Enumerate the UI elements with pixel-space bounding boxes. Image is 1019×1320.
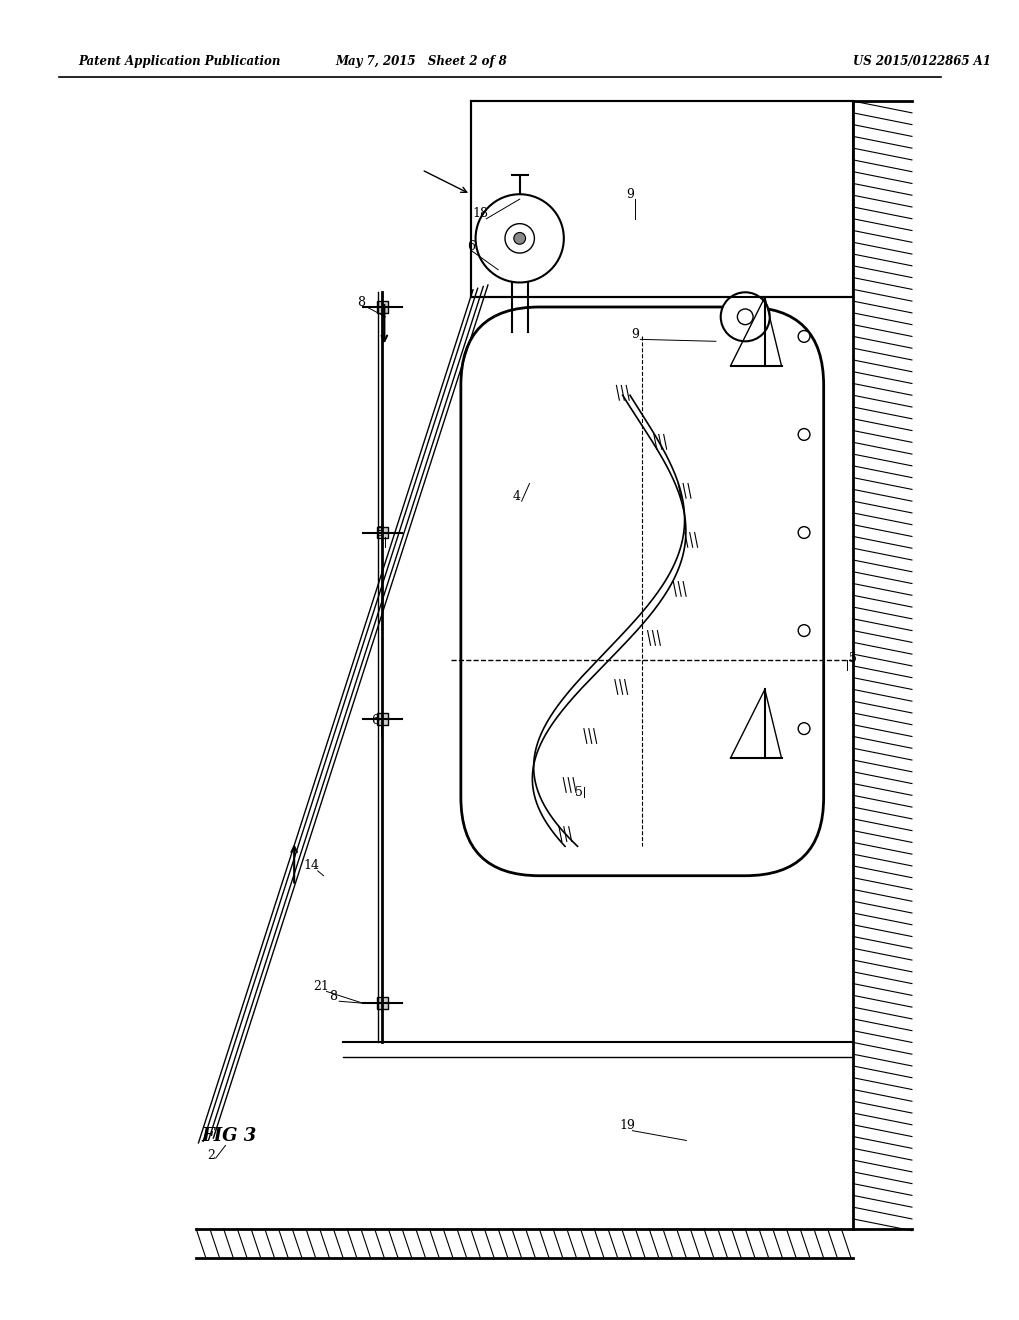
Circle shape bbox=[720, 292, 769, 342]
Text: 5: 5 bbox=[849, 652, 856, 664]
Text: 4: 4 bbox=[513, 490, 521, 503]
Circle shape bbox=[475, 194, 564, 282]
Bar bbox=[376, 998, 388, 1008]
Circle shape bbox=[798, 330, 809, 342]
Text: 18: 18 bbox=[472, 207, 488, 220]
Bar bbox=[376, 301, 388, 313]
Circle shape bbox=[737, 309, 752, 325]
Circle shape bbox=[798, 429, 809, 441]
Text: 21: 21 bbox=[314, 979, 329, 993]
Text: Patent Application Publication: Patent Application Publication bbox=[78, 55, 280, 69]
Bar bbox=[376, 527, 388, 539]
Text: 8: 8 bbox=[375, 527, 383, 539]
Text: 14: 14 bbox=[304, 859, 320, 873]
Circle shape bbox=[798, 723, 809, 734]
Text: 6: 6 bbox=[467, 240, 474, 252]
Text: 9: 9 bbox=[626, 187, 634, 201]
Text: 6: 6 bbox=[371, 714, 379, 727]
Bar bbox=[376, 713, 388, 725]
Text: 9: 9 bbox=[631, 327, 639, 341]
Text: FIG 3: FIG 3 bbox=[201, 1126, 256, 1144]
FancyBboxPatch shape bbox=[461, 308, 823, 875]
Text: 19: 19 bbox=[619, 1119, 635, 1133]
Circle shape bbox=[798, 624, 809, 636]
Text: 5: 5 bbox=[574, 785, 582, 799]
Text: 2: 2 bbox=[207, 1148, 215, 1162]
Circle shape bbox=[514, 232, 525, 244]
Text: US 2015/0122865 A1: US 2015/0122865 A1 bbox=[852, 55, 990, 69]
Text: 8: 8 bbox=[357, 296, 365, 309]
Circle shape bbox=[504, 223, 534, 253]
Text: 8: 8 bbox=[329, 990, 337, 1003]
Circle shape bbox=[798, 527, 809, 539]
Bar bbox=[470, 102, 852, 297]
Text: May 7, 2015   Sheet 2 of 8: May 7, 2015 Sheet 2 of 8 bbox=[335, 55, 507, 69]
